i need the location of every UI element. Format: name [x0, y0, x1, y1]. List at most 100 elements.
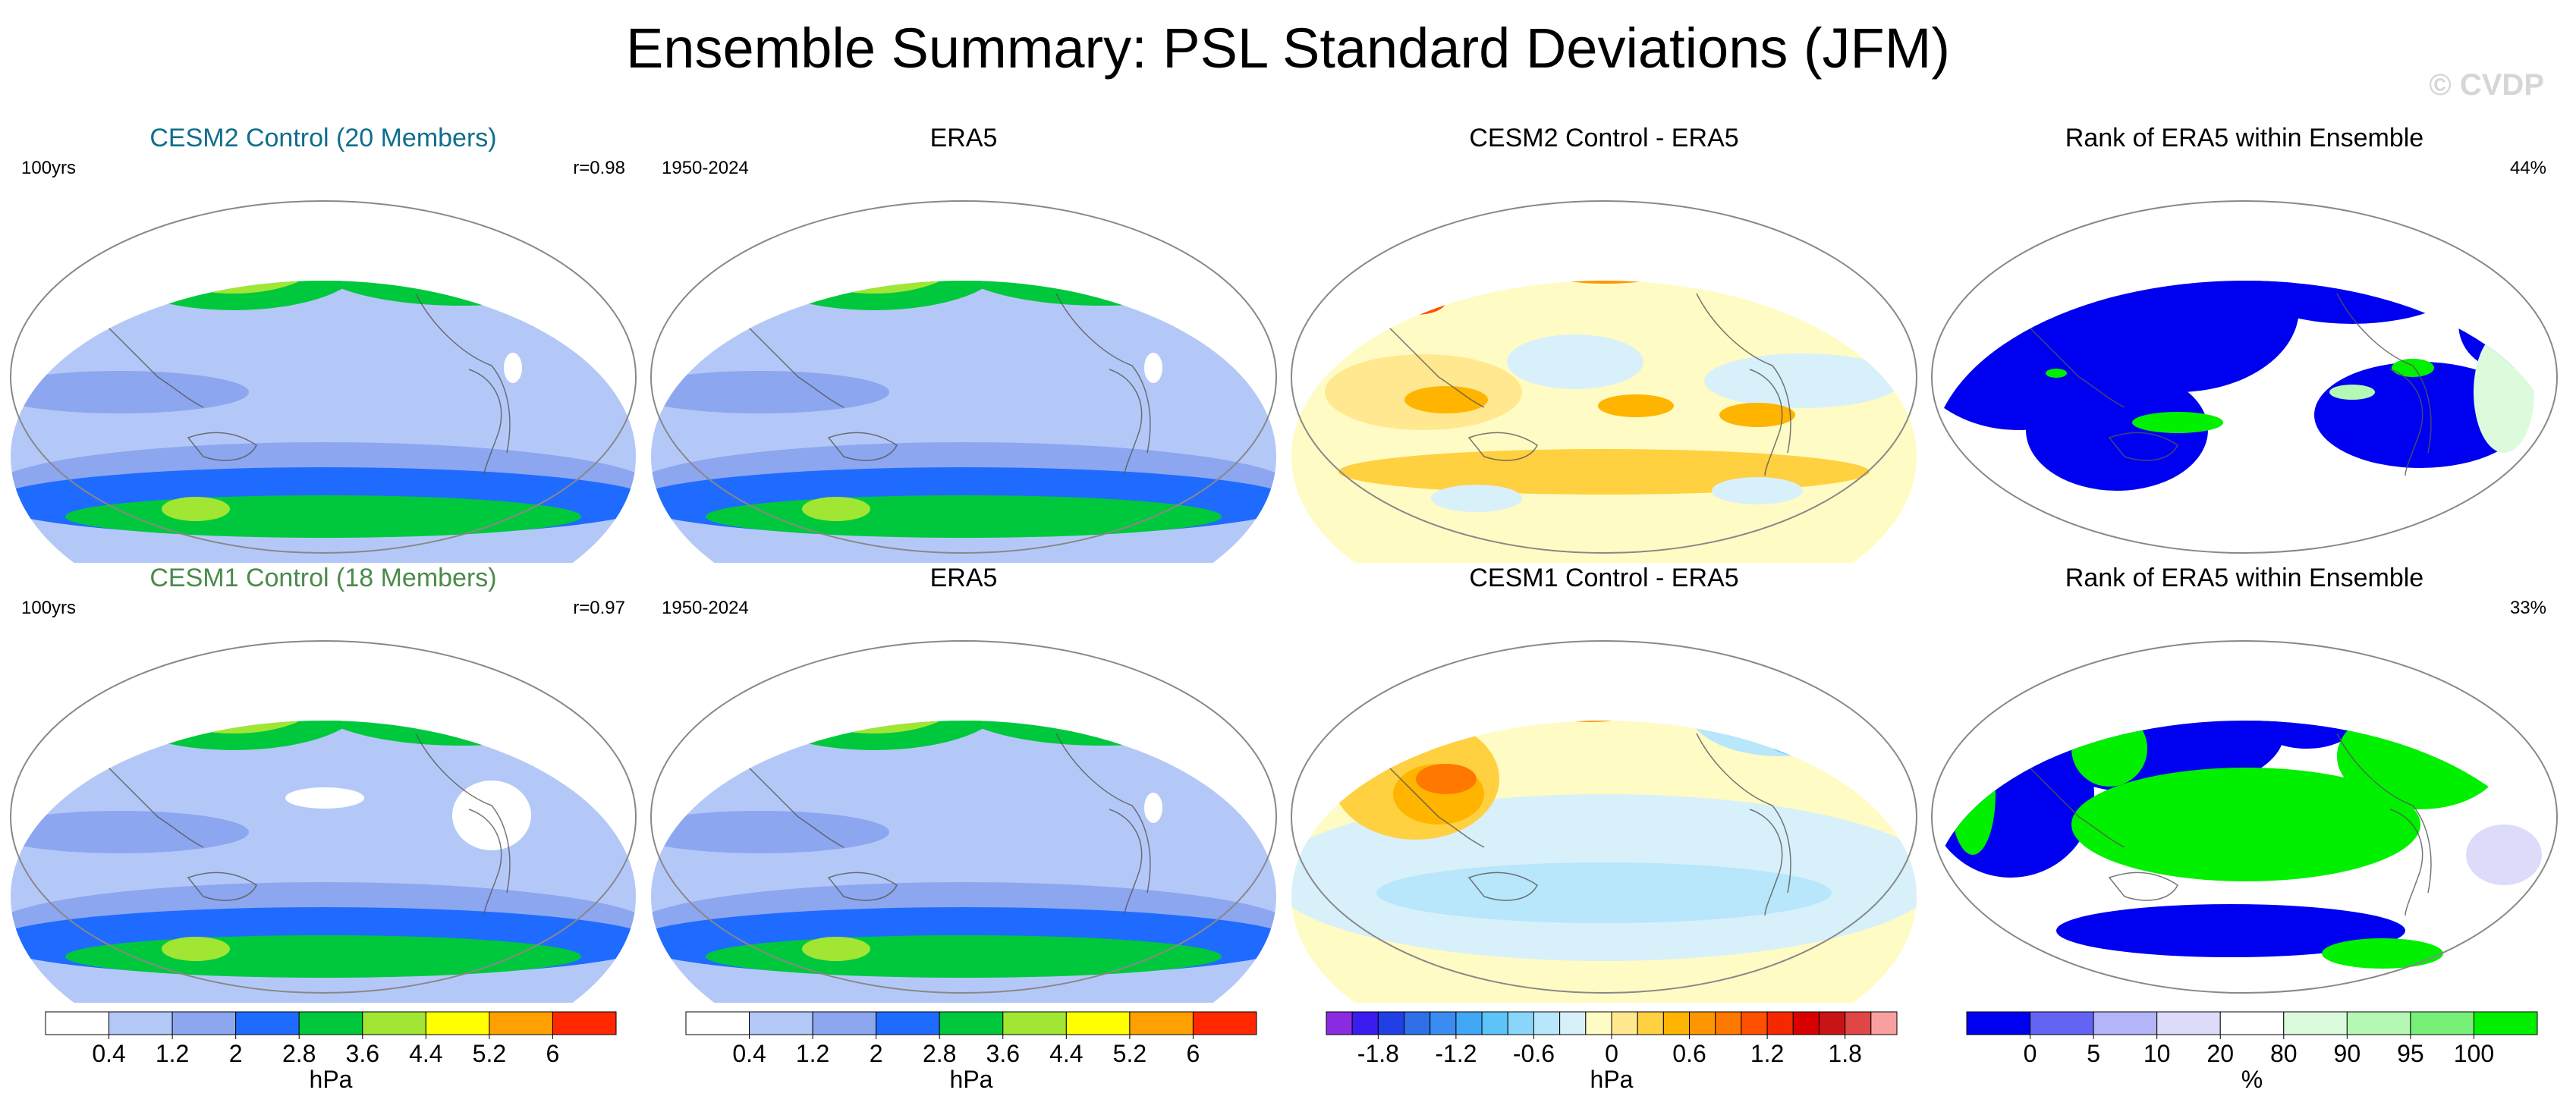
contour-region — [2056, 281, 2299, 392]
contour-region — [162, 937, 230, 961]
colorbar-swatch — [1715, 1011, 1742, 1035]
contour-region — [1144, 793, 1162, 823]
contour-region — [1026, 658, 1223, 721]
panel-title: ERA5 — [929, 564, 998, 592]
colorbar-tick-label: 95 — [2397, 1040, 2424, 1067]
colorbar-swatch — [2346, 1011, 2411, 1035]
colorbar-swatch — [1351, 1011, 1379, 1035]
colorbar-tick-label: 2.8 — [923, 1040, 956, 1067]
colorbar-swatch — [1192, 1011, 1257, 1035]
colorbar-units: hPa — [310, 1066, 353, 1093]
colorbar-tick-label: -1.8 — [1357, 1040, 1399, 1067]
contour-region — [669, 641, 897, 677]
colorbar-swatch — [1611, 1011, 1638, 1035]
colorbar-tick-label: 0 — [1605, 1040, 1618, 1067]
colorbar-tick-label: 10 — [2144, 1040, 2171, 1067]
contour-region — [171, 664, 296, 721]
contour-region — [65, 935, 581, 978]
coastline — [2336, 733, 2432, 894]
colorbar-swatch — [489, 1011, 553, 1035]
contour-region — [1689, 721, 1871, 756]
colorbar-svg: 0 5 10 20 80 90 95 100% — [1966, 1011, 2538, 1093]
colorbar-swatch — [1870, 1011, 1898, 1035]
contour-region — [2056, 904, 2405, 957]
colorbar-tick-label: 6 — [1187, 1040, 1200, 1067]
colorbar-rank: 0 5 10 20 80 90 95 100% — [1964, 1010, 2540, 1101]
colorbar-tick-label: -1.2 — [1435, 1040, 1477, 1067]
coastline — [737, 316, 845, 408]
contour-region — [1719, 403, 1795, 427]
coastline — [1749, 369, 1783, 476]
contour-region — [203, 664, 264, 702]
coastline — [96, 755, 204, 848]
colorbar-swatch — [1818, 1011, 1846, 1035]
coastline — [737, 755, 845, 848]
colorbar-swatch — [1766, 1011, 1794, 1035]
coastline — [1377, 316, 1485, 408]
colorbar-tick-label: -0.6 — [1513, 1040, 1555, 1067]
coastline — [1109, 369, 1143, 476]
colorbar-units: hPa — [950, 1066, 993, 1093]
contour-region — [11, 811, 249, 853]
colorbar-swatch — [1129, 1011, 1194, 1035]
map-boundary — [650, 640, 1277, 994]
colorbar-swatch — [939, 1011, 1004, 1035]
contour-region — [812, 664, 936, 721]
contour-region — [2337, 721, 2504, 809]
coastline — [827, 872, 898, 901]
contour-region — [2254, 721, 2360, 749]
colorbar-tick-label: 4.4 — [409, 1040, 442, 1067]
colorbar-tick-label: 20 — [2206, 1040, 2234, 1067]
map-boundary — [650, 200, 1277, 554]
colorbar-swatch — [749, 1011, 813, 1035]
colorbar-swatch — [1637, 1011, 1664, 1035]
contour-region — [950, 281, 1253, 306]
colorbar-svg: 0.4 1.2 2 2.8 3.6 4.4 5.2 6 hPa — [45, 1011, 617, 1093]
coastline — [2389, 369, 2423, 476]
contour-region — [203, 219, 294, 268]
colorbar-swatch — [2156, 1011, 2221, 1035]
colorbar-std-2: 0.4 1.2 2 2.8 3.6 4.4 5.2 6 hPa — [683, 1010, 1260, 1101]
contour-region — [669, 201, 897, 237]
colorbar-tick-label: 5 — [2087, 1040, 2100, 1067]
contour-region — [2329, 385, 2375, 400]
colorbar-tick-label: 5.2 — [473, 1040, 506, 1067]
panel-era5-bottom: ERA5 1950-2024 — [646, 563, 1281, 1003]
coastline — [2336, 293, 2432, 454]
colorbar-tick-label: 3.6 — [346, 1040, 379, 1067]
coastline — [1467, 872, 1538, 901]
colorbar-difference: -1.8 -1.2 -0.6 0 0.6 1.2 1.8 hPa — [1323, 1010, 1900, 1101]
coastline — [51, 721, 143, 734]
contour-region — [1325, 284, 1401, 318]
colorbar-tick-label: 1.2 — [1750, 1040, 1784, 1067]
colorbar-swatch — [2030, 1011, 2094, 1035]
panel-cesm1-control: CESM1 Control (18 Members) 100yrs r=0.97 — [6, 563, 640, 1003]
panel-title: ERA5 — [929, 124, 998, 152]
map-plot — [1291, 200, 1917, 563]
coastline — [1055, 733, 1151, 894]
colorbar-svg: 0.4 1.2 2 2.8 3.6 4.4 5.2 6 hPa — [685, 1011, 1257, 1093]
contour-region — [6, 627, 640, 703]
colorbar-tick-label: 0.4 — [92, 1040, 125, 1067]
coastline — [1696, 293, 1791, 454]
coastline — [1467, 432, 1538, 461]
contour-region — [2392, 359, 2434, 377]
contour-region — [1049, 218, 1200, 266]
contour-region — [2466, 824, 2542, 885]
coastline — [1972, 721, 2065, 734]
contour-region — [1571, 221, 1647, 267]
contour-region — [1541, 212, 1678, 276]
coastline — [1055, 293, 1151, 454]
colorbar-tick-label: 5.2 — [1113, 1040, 1146, 1067]
map-boundary — [1931, 640, 2558, 994]
coastline — [1377, 755, 1485, 848]
coastline — [1109, 809, 1143, 916]
colorbar-swatch — [1792, 1011, 1820, 1035]
coastline — [827, 432, 898, 461]
figure-title: Ensemble Summary: PSL Standard Deviation… — [625, 17, 1951, 80]
coastline — [96, 316, 204, 408]
colorbar-swatch — [2219, 1011, 2285, 1035]
colorbar-swatch — [1585, 1011, 1612, 1035]
contour-region — [1712, 477, 1803, 504]
coastline — [691, 721, 784, 734]
